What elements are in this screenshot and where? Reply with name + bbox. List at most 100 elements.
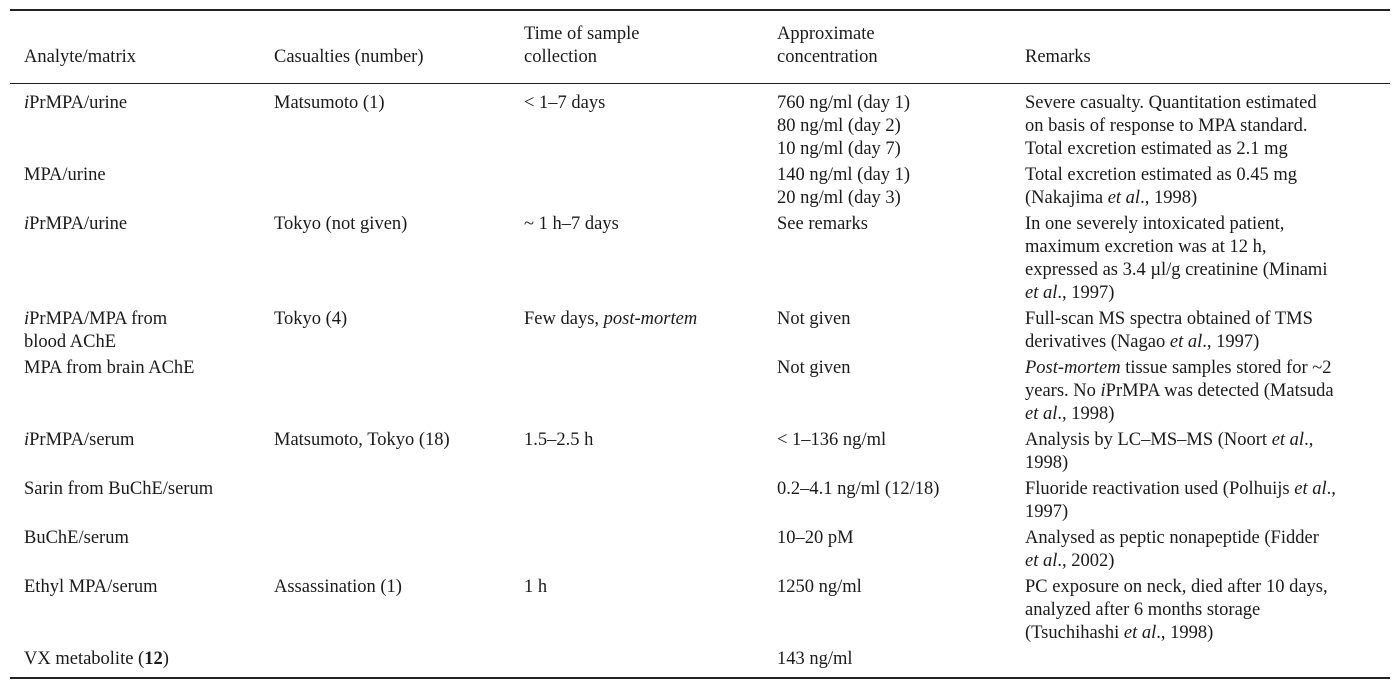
cell-line: iPrMPA/serum [24,429,254,452]
text-segment: PrMPA/MPA from [29,309,168,329]
text-segment: ., 1998) [1156,623,1214,643]
cell-analyte: iPrMPA/serum [10,429,260,478]
table-row: VX metabolite (12) 143 ng/ml [10,648,1390,678]
text-segment: ., 2002) [1057,551,1115,571]
cell-concentration: Not given [763,357,1011,429]
bold-text: 12 [144,649,163,669]
text-segment: ) [162,649,169,669]
cell-line: BuChE/serum [24,527,254,550]
table-row: iPrMPA/MPA from blood AChE Tokyo (4) Few da… [10,308,1390,357]
cell-line: Matsumoto, Tokyo (18) [274,429,504,452]
table-row: MPA from brain AChE Not given Post-mortem … [10,357,1390,429]
text-segment: on basis of response to MPA standard. [1025,116,1308,136]
cell-line: 10–20 pM [777,527,1005,550]
table-header: Analyte/matrix Casualties (number) Time … [10,10,1390,84]
cell-concentration: Not given [763,308,1011,357]
table-row: iPrMPA/serum Matsumoto, Tokyo (18) 1.5–2.5… [10,429,1390,478]
cell-time: 1.5–2.5 h [510,429,763,478]
cell-analyte: MPA from brain AChE [10,357,260,429]
text-segment: Matsumoto, Tokyo (18) [274,430,450,450]
cell-line: 1.5–2.5 h [524,429,757,452]
italic-text: i [24,214,30,234]
cell-line: See remarks [777,213,1005,236]
cell-analyte: iPrMPA/urine [10,213,260,308]
text-segment: PC exposure on neck, died after 10 days, [1025,577,1328,597]
cell-analyte: BuChE/serum [10,527,260,576]
cell-line: years. No iPrMPA was detected (Matsuda [1025,380,1384,403]
text-segment: Not given [777,358,851,378]
cell-line: analyzed after 6 months storage [1025,599,1384,622]
table-row: Ethyl MPA/serum Assassination (1) 1 h 1250 … [10,576,1390,648]
text-segment: analyzed after 6 months storage [1025,600,1261,620]
cell-concentration: See remarks [763,213,1011,308]
cell-line: 760 ng/ml (day 1) [777,92,1005,115]
cell-line: 10 ng/ml (day 7) [777,138,1005,161]
column-header-concentration: Approximate concentration [763,10,1011,84]
cell-analyte: Ethyl MPA/serum [10,576,260,648]
cell-remarks [1011,648,1390,678]
cell-concentration: 143 ng/ml [763,648,1011,678]
cell-casualties: Tokyo (4) [260,308,510,357]
cell-line: iPrMPA/urine [24,92,254,115]
text-segment: 20 ng/ml (day 3) [777,188,901,208]
cell-analyte: VX metabolite (12) [10,648,260,678]
table-row: BuChE/serum 10–20 pM Analysed as peptic no… [10,527,1390,576]
italic-text: et al [1025,404,1058,424]
italic-text: Post-mortem [1025,358,1121,378]
cell-line: Full-scan MS spectra obtained of TMS [1025,308,1384,331]
cell-line: 1 h [524,576,757,599]
text-segment: Assassination (1) [274,577,402,597]
cell-casualties [260,478,510,527]
cell-time: Few days, post-mortem [510,308,763,357]
text-segment: ., 1997) [1057,283,1115,303]
cell-time [510,357,763,429]
column-header-casualties: Casualties (number) [260,10,510,84]
cell-line: et al., 2002) [1025,550,1384,573]
cell-line: VX metabolite (12) [24,648,254,671]
cell-time [510,648,763,678]
italic-text: et al [1025,551,1058,571]
column-header-remarks: Remarks [1011,10,1390,84]
text-segment: 10 ng/ml (day 7) [777,139,901,159]
text-segment: Analysis by LC–MS–MS (Noort [1025,430,1272,450]
text-segment: Fluoride reactivation used (Polhuijs [1025,479,1295,499]
header-line: Casualties (number) [274,47,424,67]
text-segment: Tokyo (4) [274,309,348,329]
cell-concentration: 760 ng/ml (day 1) 80 ng/ml (day 2) 10 ng/m… [763,84,1011,165]
cell-line: et al., 1997) [1025,282,1384,305]
text-segment: Full-scan MS spectra obtained of TMS [1025,309,1313,329]
text-segment: 1250 ng/ml [777,577,862,597]
text-segment: Matsumoto (1) [274,93,385,113]
text-segment: < 1–136 ng/ml [777,430,887,450]
text-segment: BuChE/serum [24,528,129,548]
text-segment: years. No [1025,381,1101,401]
text-segment: MPA/urine [24,165,106,185]
italic-text: et al [1169,332,1203,352]
header-line: Approximate [777,24,875,44]
cell-casualties [260,357,510,429]
text-segment: In one severely intoxicated patient, [1025,214,1285,234]
cell-line: ~ 1 h–7 days [524,213,757,236]
cell-line: Matsumoto (1) [274,92,504,115]
cell-remarks: Analysis by LC–MS–MS (Noort et al., 1998) [1011,429,1390,478]
cell-remarks: Post-mortem tissue samples stored for ~2… [1011,357,1390,429]
cell-line: on basis of response to MPA standard. [1025,115,1384,138]
cell-time: < 1–7 days [510,84,763,165]
cell-remarks: Severe casualty. Quantitation estimated o… [1011,84,1390,165]
cell-line: Tokyo (4) [274,308,504,331]
cell-line: 1250 ng/ml [777,576,1005,599]
text-segment: Sarin from BuChE/serum [24,479,214,499]
table-row: iPrMPA/urine Matsumoto (1) < 1–7 days 760 n… [10,84,1390,165]
cell-line: Severe casualty. Quantitation estimated [1025,92,1384,115]
cell-line: 80 ng/ml (day 2) [777,115,1005,138]
cell-casualties: Assassination (1) [260,576,510,648]
text-segment: tissue samples stored for ~2 [1120,358,1332,378]
text-segment: PrMPA was detected (Matsuda [1105,381,1334,401]
italic-text: et al [1271,430,1305,450]
cell-line: Assassination (1) [274,576,504,599]
cell-line: MPA from brain AChE [24,357,254,380]
italic-text: et al [1025,283,1058,303]
text-segment: 10–20 pM [777,528,854,548]
header-line: Analyte/matrix [24,47,136,67]
